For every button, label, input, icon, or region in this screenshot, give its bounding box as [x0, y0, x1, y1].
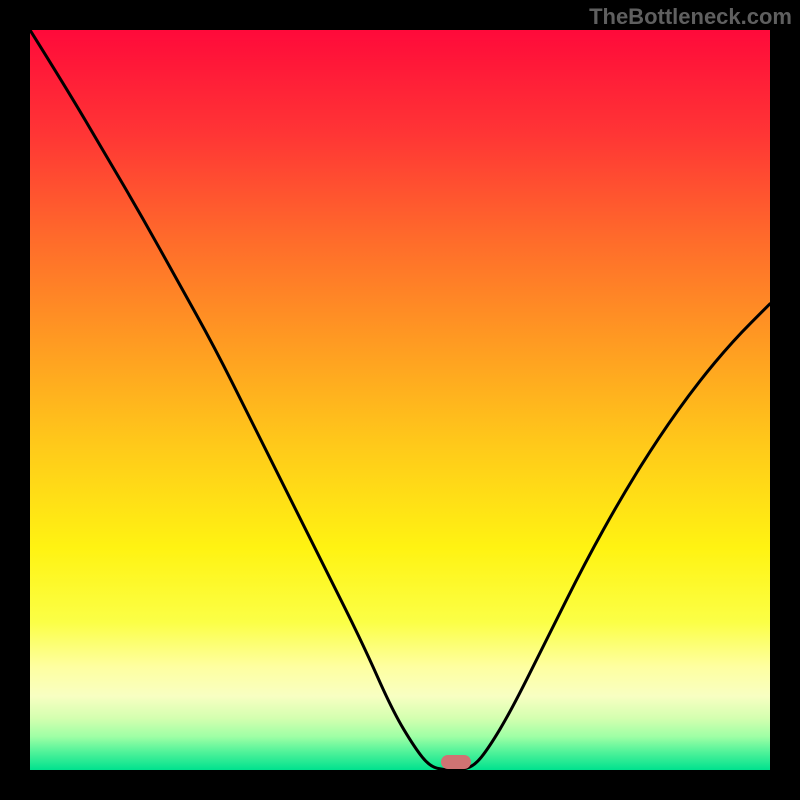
attribution-label: TheBottleneck.com	[589, 4, 792, 30]
chart-container: TheBottleneck.com	[0, 0, 800, 800]
bottleneck-marker	[441, 755, 471, 769]
plot-area	[30, 30, 770, 770]
bottleneck-curve	[30, 30, 770, 770]
